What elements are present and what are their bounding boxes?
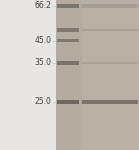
Bar xyxy=(56,135,139,138)
Bar xyxy=(56,64,139,67)
Bar xyxy=(56,46,139,49)
Bar xyxy=(56,77,139,80)
Bar xyxy=(56,67,139,70)
Bar xyxy=(56,144,139,147)
Bar xyxy=(56,107,139,110)
Bar xyxy=(57,61,79,65)
Bar xyxy=(56,28,139,31)
Bar xyxy=(56,129,139,132)
Bar xyxy=(56,74,139,76)
Bar xyxy=(56,40,139,43)
Bar xyxy=(56,43,139,46)
Bar xyxy=(56,21,139,24)
Bar xyxy=(81,0,139,150)
Bar xyxy=(56,15,139,18)
Bar xyxy=(56,113,139,116)
Bar xyxy=(56,89,139,92)
Bar xyxy=(56,101,139,104)
Bar xyxy=(56,25,139,28)
Bar xyxy=(82,62,138,64)
Bar xyxy=(56,31,139,34)
Bar xyxy=(56,116,139,119)
Bar xyxy=(56,138,139,141)
Bar xyxy=(56,123,139,126)
Text: 35.0: 35.0 xyxy=(34,58,51,68)
Bar xyxy=(56,86,139,89)
Bar xyxy=(82,29,138,31)
Bar xyxy=(56,34,139,37)
Bar xyxy=(56,92,139,95)
Bar xyxy=(56,58,139,61)
Bar xyxy=(82,100,138,104)
Bar xyxy=(56,55,139,58)
Bar xyxy=(57,28,79,32)
Bar xyxy=(57,4,79,8)
Text: 66.2: 66.2 xyxy=(35,2,51,10)
Bar xyxy=(56,12,139,15)
Bar xyxy=(56,0,139,3)
Bar xyxy=(56,70,139,74)
Bar xyxy=(56,37,139,40)
Bar xyxy=(56,52,139,55)
Bar xyxy=(56,126,139,129)
Bar xyxy=(56,110,139,113)
Bar xyxy=(56,98,139,101)
Bar xyxy=(56,49,139,52)
Bar xyxy=(57,100,79,104)
Text: 25.0: 25.0 xyxy=(35,98,51,106)
Bar xyxy=(56,95,139,98)
Bar xyxy=(82,4,138,8)
Bar xyxy=(56,119,139,122)
Bar xyxy=(56,61,139,64)
Bar xyxy=(56,3,139,6)
Bar xyxy=(56,132,139,135)
Bar xyxy=(56,6,139,9)
Bar xyxy=(56,9,139,12)
Bar xyxy=(56,18,139,21)
Bar xyxy=(56,83,139,86)
Text: 45.0: 45.0 xyxy=(34,36,51,45)
Bar xyxy=(56,141,139,144)
Bar xyxy=(56,147,139,150)
Bar xyxy=(57,39,79,42)
Bar xyxy=(56,80,139,83)
Bar xyxy=(56,0,81,150)
Bar xyxy=(56,104,139,107)
